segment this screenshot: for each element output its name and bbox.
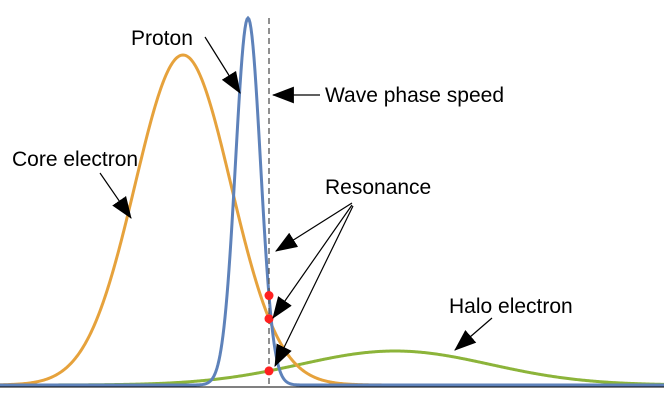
resonance-point-halo xyxy=(264,366,274,376)
resonance-point-core xyxy=(264,314,274,324)
core-electron-label-arrow xyxy=(99,172,132,219)
wave-phase-speed-label: Wave phase speed xyxy=(325,84,504,107)
core-electron-label: Core electron xyxy=(12,148,138,171)
resonance-arrow-core xyxy=(272,204,353,319)
resonance-arrow-proton xyxy=(275,202,353,252)
halo-electron-label: Halo electron xyxy=(449,295,573,318)
halo-electron-label-arrow xyxy=(454,317,493,351)
proton-label: Proton xyxy=(131,27,193,50)
halo-electron-curve xyxy=(0,349,664,387)
resonance-point-proton xyxy=(264,291,274,301)
resonance-label: Resonance xyxy=(325,176,431,199)
proton-label-arrow xyxy=(204,36,241,94)
proton-curve xyxy=(0,15,664,387)
resonance-arrow-halo xyxy=(274,205,354,367)
